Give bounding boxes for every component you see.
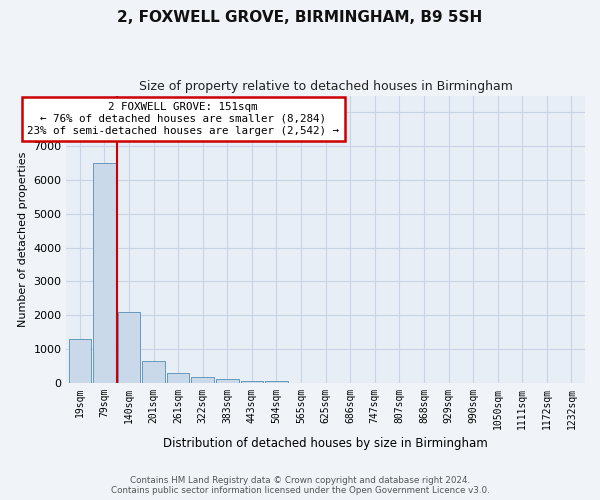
Bar	[216, 380, 239, 382]
Bar	[93, 163, 116, 382]
Title: Size of property relative to detached houses in Birmingham: Size of property relative to detached ho…	[139, 80, 512, 93]
Bar	[265, 381, 288, 382]
Text: 2, FOXWELL GROVE, BIRMINGHAM, B9 5SH: 2, FOXWELL GROVE, BIRMINGHAM, B9 5SH	[118, 10, 482, 25]
Bar	[142, 360, 165, 382]
Text: Contains HM Land Registry data © Crown copyright and database right 2024.
Contai: Contains HM Land Registry data © Crown c…	[110, 476, 490, 495]
Text: 2 FOXWELL GROVE: 151sqm
← 76% of detached houses are smaller (8,284)
23% of semi: 2 FOXWELL GROVE: 151sqm ← 76% of detache…	[27, 102, 339, 136]
Bar	[118, 312, 140, 382]
Y-axis label: Number of detached properties: Number of detached properties	[18, 152, 28, 327]
X-axis label: Distribution of detached houses by size in Birmingham: Distribution of detached houses by size …	[163, 437, 488, 450]
Bar	[241, 380, 263, 382]
Bar	[68, 339, 91, 382]
Bar	[167, 373, 190, 382]
Bar	[191, 378, 214, 382]
